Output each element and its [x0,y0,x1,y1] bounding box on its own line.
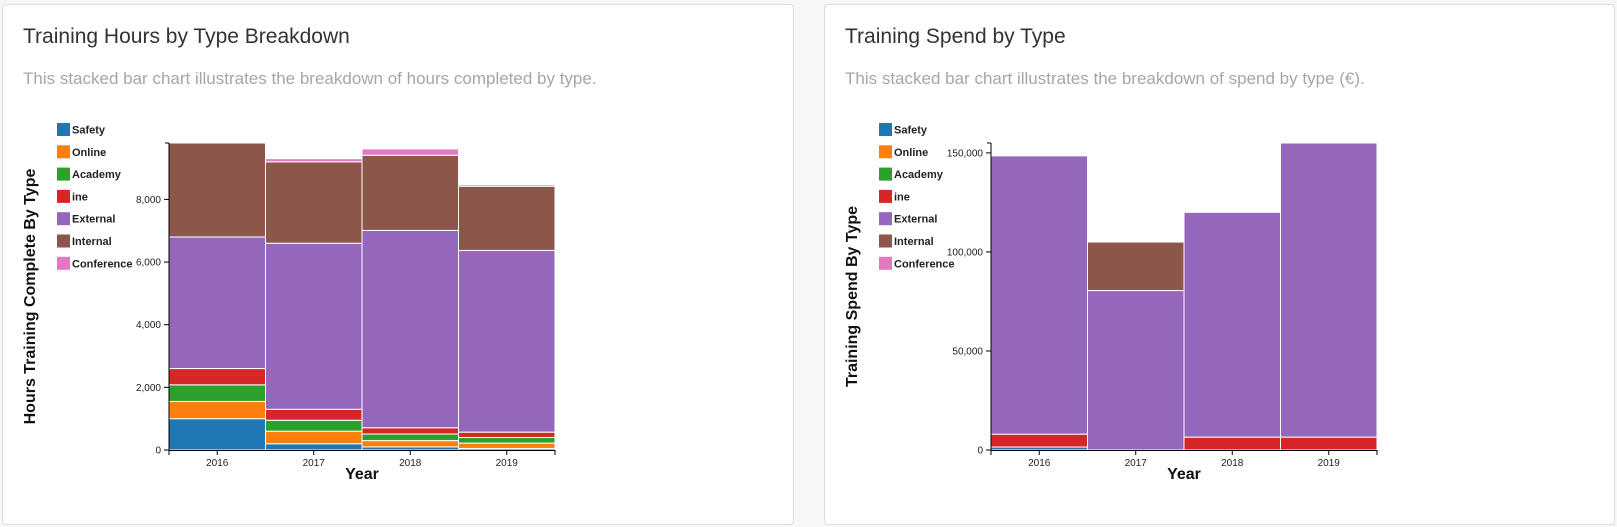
chart0-bar-2017-internal[interactable] [265,161,363,244]
hours-chart-description: This stacked bar chart illustrates the b… [23,69,597,88]
chart1-legend-swatch-external [879,212,892,226]
chart0-legend-label-external: External [72,214,115,226]
chart0-x-tick-label-2016: 2016 [206,458,229,469]
chart1-legend: Safety Online Academy ine External Internal Co… [879,123,955,270]
chart1-legend-label-external: External [894,214,937,226]
spend-chart-description: This stacked bar chart illustrates the b… [845,69,1365,88]
chart0-bar-2017-safety[interactable] [265,443,363,451]
chart0-bar-2019-academy[interactable] [458,436,556,444]
chart0-bar-2018-internal[interactable] [361,154,459,231]
chart0-bar-2018-academy[interactable] [361,433,459,442]
chart0-x-tick-label-2018: 2018 [399,458,422,469]
chart0-y-tick-label: 4,000 [136,320,161,331]
chart1-x-tick-label-2017: 2017 [1125,458,1148,469]
chart1-bar-2018-external[interactable] [1183,211,1281,438]
chart0-bar-2019-ine[interactable] [458,431,556,438]
chart1-y-tick-label: 50,000 [952,346,983,357]
chart0-bar-2017-external[interactable] [265,242,363,410]
chart1-legend-label-academy: Academy [894,169,944,181]
hours-stacked-bar-chart: 0 2,000 4,000 6,000 8,000 2016 2017 2018 2019 Yea… [22,123,556,483]
hours-chart-title: Training Hours by Type Breakdown [23,25,350,48]
chart0-legend-label-internal: Internal [72,236,112,248]
chart1-x-axis-title: Year [1167,466,1201,483]
spend-chart-card: Training Spend by Type This stacked bar … [824,4,1615,525]
chart1-bar-2018-ine[interactable] [1183,436,1281,451]
chart0-x-tick-label-2019: 2019 [496,458,519,469]
chart1-legend-swatch-ine [879,189,892,203]
chart0-bar-2018-online[interactable] [361,440,459,448]
chart0-bar-2016-safety[interactable] [168,418,266,451]
chart1-bar-2017-external[interactable] [1087,290,1185,451]
chart0-x-tick-label-2017: 2017 [303,458,326,469]
chart1-bar-2019-ine[interactable] [1280,436,1378,451]
chart1-legend-label-ine: ine [894,191,910,203]
chart0-bar-2016-ine[interactable] [168,368,266,386]
hours-chart-card: Training Hours by Type Breakdown This st… [2,4,794,525]
chart0-x-axis-title: Year [345,466,379,483]
chart0-bar-2019-internal[interactable] [458,185,556,251]
spend-chart-title: Training Spend by Type [845,25,1066,48]
chart0-y-tick-label: 6,000 [136,258,161,269]
chart0-legend-swatch-online [57,145,70,159]
chart0-bar-2018-conference[interactable] [361,148,459,156]
chart1-x-tick-label-2016: 2016 [1028,458,1051,469]
chart1-y-axis-title: Training Spend By Type [844,206,861,387]
chart1-legend-swatch-online [879,145,892,159]
chart0-bar-2018-ine[interactable] [361,427,459,435]
chart0-y-axis-title: Hours Training Complete By Type [22,169,39,425]
chart1-bar-2016-external[interactable] [990,155,1088,435]
chart1-legend-label-internal: Internal [894,236,934,248]
chart1-bar-2016-ine[interactable] [990,433,1088,448]
chart1-bars [990,142,1378,451]
chart0-legend-swatch-internal [57,234,70,248]
chart0-bar-2016-online[interactable] [168,400,266,420]
chart1-x-tick-label-2019: 2019 [1318,458,1341,469]
chart0-bar-2017-online[interactable] [265,430,363,445]
chart0-bars [168,142,556,451]
chart1-legend-label-online: Online [894,147,928,159]
spend-stacked-bar-chart: 0 50,000 100,000 150,000 2016 2017 2018 2019 Yea… [844,123,1378,483]
chart0-legend-swatch-external [57,212,70,226]
chart0-legend: Safety Online Academy ine External Internal Co… [57,123,133,270]
chart0-legend-label-safety: Safety [72,125,106,137]
chart0-legend-swatch-academy [57,167,70,181]
chart0-bar-2016-external[interactable] [168,236,266,370]
chart1-y-tick-label: 150,000 [947,148,984,159]
chart0-legend-swatch-conference [57,256,70,270]
chart0-bar-2019-online[interactable] [458,442,556,449]
chart0-legend-label-ine: ine [72,191,88,203]
chart1-x-tick-label-2018: 2018 [1221,458,1244,469]
chart0-legend-swatch-safety [57,123,70,136]
chart1-legend-swatch-conference [879,256,892,270]
chart0-bar-2016-internal[interactable] [168,142,266,238]
chart0-bar-2018-external[interactable] [361,229,459,429]
chart0-bar-2017-academy[interactable] [265,419,363,432]
chart0-legend-label-academy: Academy [72,169,122,181]
chart1-bar-2017-internal[interactable] [1087,241,1185,292]
chart1-legend-swatch-internal [879,234,892,248]
chart1-legend-swatch-safety [879,123,892,136]
chart0-y-tick-label: 2,000 [136,383,161,394]
chart0-y-tick-label: 0 [155,446,161,457]
chart1-bar-2019-external[interactable] [1280,142,1378,438]
chart0-legend-label-conference: Conference [72,258,133,270]
chart0-bar-2017-conference[interactable] [265,158,363,163]
chart0-bar-2019-conference[interactable] [458,184,556,187]
chart0-legend-swatch-ine [57,189,70,203]
chart0-y-tick-label: 8,000 [136,195,161,206]
chart0-bar-2016-academy[interactable] [168,384,266,402]
chart0-bar-2017-ine[interactable] [265,408,363,421]
chart0-legend-label-online: Online [72,147,106,159]
chart1-legend-swatch-academy [879,167,892,181]
chart1-y-tick-label: 0 [977,446,983,457]
chart1-legend-label-conference: Conference [894,258,955,270]
chart1-legend-label-safety: Safety [894,125,928,137]
chart0-bar-2019-external[interactable] [458,249,556,433]
chart1-y-tick-label: 100,000 [947,247,984,258]
